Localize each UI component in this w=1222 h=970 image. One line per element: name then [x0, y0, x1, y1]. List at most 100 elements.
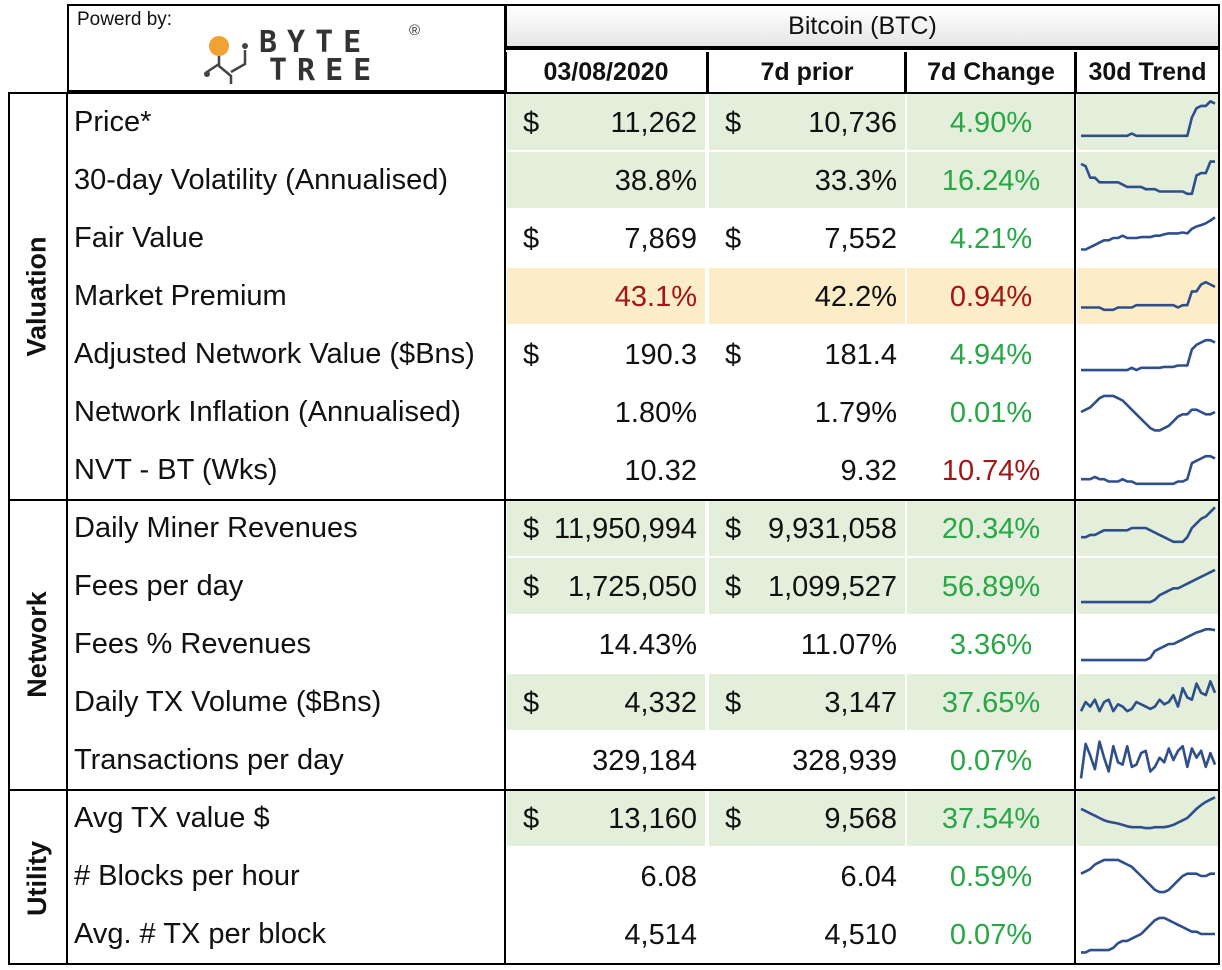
logo-text-bottom: TREE	[269, 53, 382, 88]
metric-label: Transactions per day	[74, 744, 344, 776]
currency-symbol: $	[725, 339, 742, 371]
currency-symbol: $	[523, 571, 540, 603]
currency-symbol: $	[523, 687, 540, 719]
current-value-cell: $190.3	[507, 326, 705, 382]
prior-value-cell: $7,552	[709, 210, 905, 266]
metric-label: # Blocks per hour	[74, 860, 300, 892]
sparkline-series	[1081, 216, 1216, 251]
prior-value-cell: $9,568	[709, 790, 905, 846]
change-value-cell: 10.74%	[907, 442, 1075, 498]
prior-value-cell: 1.79%	[709, 384, 905, 440]
prior-value-cell: $181.4	[709, 326, 905, 382]
prior-value: 9.32	[840, 455, 897, 487]
current-value-cell: $13,160	[507, 790, 705, 846]
table-row: Daily TX Volume ($Bns) $4,332 $3,147 37.65%	[0, 673, 1222, 731]
currency-symbol: $	[523, 513, 540, 545]
sparkline	[1081, 568, 1216, 604]
sparkline	[1080, 796, 1216, 830]
trend-cell	[1077, 268, 1218, 324]
metric-label: 30-day Volatility (Annualised)	[74, 164, 448, 196]
section-separator	[8, 789, 1220, 791]
asset-title: Bitcoin (BTC)	[505, 4, 1220, 48]
prior-value: 4,510	[824, 919, 897, 951]
table-row: Daily Miner Revenues $11,950,994 $9,931,05…	[0, 499, 1222, 557]
sparkline	[1081, 216, 1216, 251]
table-row: 30-day Volatility (Annualised) 38.8% 33.3%…	[0, 151, 1222, 209]
current-value-cell: 14.43%	[507, 616, 705, 672]
current-value-cell: 38.8%	[507, 152, 705, 208]
table-row: # Blocks per hour 6.08 6.04 0.59%	[0, 847, 1222, 905]
table-row: NVT - BT (Wks) 10.32 9.32 10.74%	[0, 441, 1222, 499]
table-row: Fees per day $1,725,050 $1,099,527 56.89%	[0, 557, 1222, 615]
current-value-cell: 4,514	[507, 906, 705, 962]
current-value: 4,332	[624, 687, 697, 719]
header-divider	[904, 52, 906, 92]
change-value: 4.90%	[949, 107, 1033, 139]
prior-value-cell: $10,736	[709, 94, 905, 150]
current-value-cell: $11,950,994	[507, 500, 705, 556]
sparkline	[1079, 680, 1217, 713]
trend-cell	[1077, 94, 1218, 150]
current-value: 7,869	[624, 223, 697, 255]
change-value-cell: 0.59%	[907, 848, 1075, 904]
prior-value-cell: 33.3%	[709, 152, 905, 208]
table-row: Market Premium 43.1% 42.2% 0.94%	[0, 267, 1222, 325]
current-value: 38.8%	[614, 165, 697, 197]
asset-title-text: Bitcoin (BTC)	[788, 12, 937, 40]
metric-label: Daily TX Volume ($Bns)	[74, 686, 382, 718]
sparkline	[1081, 628, 1216, 662]
sparkline-series	[1079, 680, 1217, 713]
table-bottom-border	[8, 963, 1220, 965]
currency-symbol: $	[725, 571, 742, 603]
change-value: 56.89%	[941, 571, 1041, 603]
currency-symbol: $	[523, 339, 540, 371]
prior-value: 9,568	[824, 803, 897, 835]
currency-symbol: $	[523, 803, 540, 835]
metric-label: NVT - BT (Wks)	[74, 454, 278, 486]
sparkline-series	[1081, 454, 1216, 486]
currency-symbol: $	[725, 803, 742, 835]
trend-column-border	[1074, 52, 1076, 963]
table-row: Avg. # TX per block 4,514 4,510 0.07%	[0, 905, 1222, 963]
table-row: Fair Value $7,869 $7,552 4.21%	[0, 209, 1222, 267]
prior-value: 9,931,058	[767, 513, 897, 545]
sparkline	[1080, 160, 1215, 196]
section-separator	[8, 499, 1220, 501]
currency-symbol: $	[725, 687, 742, 719]
current-value-cell: 6.08	[507, 848, 705, 904]
prior-value: 11.07%	[800, 629, 897, 661]
prior-value-cell: $1,099,527	[709, 558, 905, 614]
current-value: 1,725,050	[567, 571, 697, 603]
change-value: 0.94%	[949, 281, 1033, 313]
change-value-cell: 0.01%	[907, 384, 1075, 440]
current-value: 10.32	[624, 455, 697, 487]
sparkline	[1081, 506, 1216, 544]
currency-symbol: $	[725, 513, 742, 545]
table-left-border	[8, 92, 10, 965]
change-value-cell: 3.36%	[907, 616, 1075, 672]
trend-cell	[1077, 674, 1218, 730]
sparkline-series	[1080, 394, 1216, 432]
sparkline	[1081, 916, 1215, 954]
current-value-cell: 43.1%	[507, 268, 705, 324]
sparkline	[1081, 280, 1216, 312]
sparkline	[1080, 858, 1215, 894]
col-header-date: 03/08/2020	[505, 52, 705, 92]
prior-value: 1.79%	[814, 397, 897, 429]
change-value: 3.36%	[949, 629, 1033, 661]
bytetree-logo-icon	[204, 36, 248, 84]
metric-label: Fees per day	[74, 570, 244, 602]
sparkline	[1081, 338, 1216, 372]
change-value: 37.54%	[941, 803, 1041, 835]
prior-value: 3,147	[824, 687, 897, 719]
change-value: 10.74%	[941, 455, 1041, 487]
prior-value: 42.2%	[814, 281, 897, 313]
change-value: 0.01%	[949, 397, 1033, 429]
change-value-cell: 4.90%	[907, 94, 1075, 150]
sparkline-series	[1080, 160, 1215, 196]
currency-symbol: $	[725, 223, 742, 255]
sparkline-series	[1080, 796, 1216, 830]
prior-value-cell: 11.07%	[709, 616, 905, 672]
metric-label: Market Premium	[74, 280, 287, 312]
current-value-cell: 10.32	[507, 442, 705, 498]
